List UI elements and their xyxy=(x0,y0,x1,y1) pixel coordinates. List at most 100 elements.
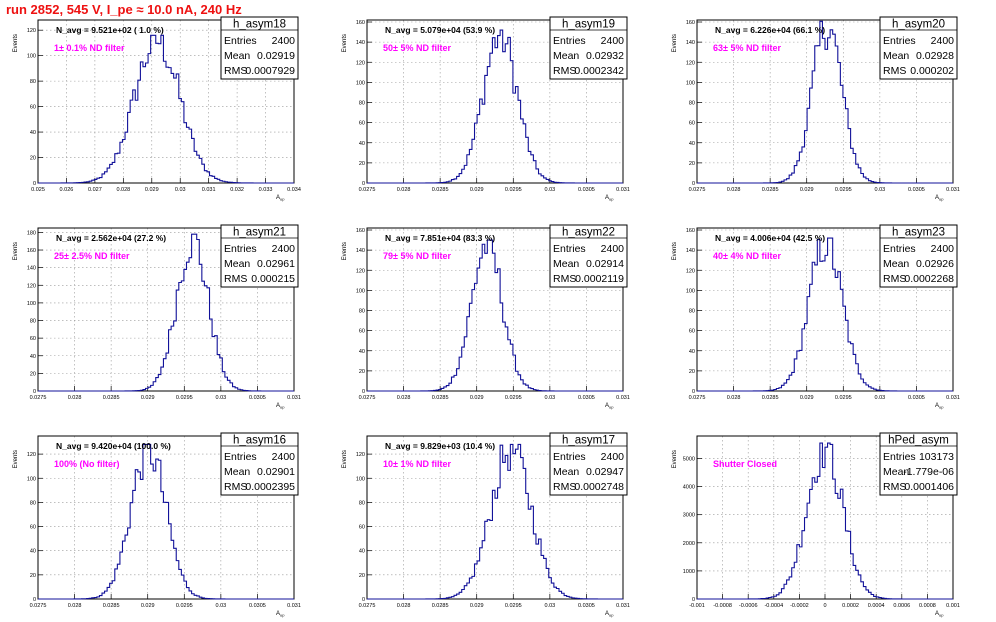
stats-key: RMS xyxy=(224,481,247,493)
stats-title: h_asym18 xyxy=(233,19,286,31)
x-tick-label: 0.029 xyxy=(470,603,484,609)
y-tick-label: 140 xyxy=(27,266,36,272)
y-tick-label: 140 xyxy=(356,248,365,254)
x-tick-label: 0.0006 xyxy=(893,603,910,609)
y-tick-label: 120 xyxy=(27,452,36,458)
y-tick-label: 0 xyxy=(362,389,365,395)
stats-value: 0.0007929 xyxy=(245,65,295,77)
navg-label: N_avg = 2.562e+04 (27.2 %) xyxy=(56,233,166,243)
y-tick-label: 40 xyxy=(30,354,36,360)
x-axis-label: Aup xyxy=(935,195,944,202)
x-tick-label: 0.029 xyxy=(470,187,484,193)
filter-label: 50± 5% ND filter xyxy=(383,43,451,53)
x-tick-label: 0.0305 xyxy=(578,603,595,609)
histogram-panel-h_asym19: 0.0275 0.028 0.0285 0.029 0.0295 0.03 0.0305 0.… xyxy=(342,16,630,202)
stats-value: 0.02914 xyxy=(586,258,624,270)
y-tick-label: 120 xyxy=(686,60,695,66)
x-tick-label: 0.0305 xyxy=(908,187,925,193)
y-tick-label: 60 xyxy=(359,329,365,335)
stats-key: RMS xyxy=(224,273,247,285)
x-tick-label: 0 xyxy=(823,603,826,609)
y-tick-label: 80 xyxy=(689,309,695,315)
stats-value: 0.02919 xyxy=(257,50,295,62)
histogram-series xyxy=(367,239,623,392)
y-tick-label: 100 xyxy=(27,476,36,482)
y-tick-label: 120 xyxy=(356,452,365,458)
stats-value: 2400 xyxy=(931,35,955,47)
stats-key: RMS xyxy=(883,481,906,493)
filter-label: 100% (No filter) xyxy=(54,459,120,469)
stats-box xyxy=(549,224,628,288)
y-tick-label: 100 xyxy=(356,80,365,86)
stats-key: Mean xyxy=(883,50,909,62)
y-tick-label: 20 xyxy=(689,369,695,375)
x-tick-label: 0.028 xyxy=(68,395,82,401)
y-axis-label: Events xyxy=(672,34,678,52)
y-tick-label: 120 xyxy=(27,283,36,289)
stats-value: 0.0002395 xyxy=(245,481,295,493)
x-tick-label: 0.0295 xyxy=(176,395,193,401)
x-tick-label: 0.0275 xyxy=(30,395,47,401)
stats-value: 2400 xyxy=(272,451,296,463)
y-tick-label: 20 xyxy=(689,161,695,167)
x-tick-label: 0.0285 xyxy=(432,395,449,401)
y-tick-label: 40 xyxy=(359,141,365,147)
stats-title: hPed_asym xyxy=(888,435,949,447)
y-tick-label: 160 xyxy=(686,20,695,26)
stats-box xyxy=(879,224,958,288)
y-tick-label: 40 xyxy=(30,549,36,555)
x-tick-label: 0.029 xyxy=(470,395,484,401)
y-tick-label: 0 xyxy=(33,181,36,187)
y-tick-label: 40 xyxy=(359,549,365,555)
x-tick-label: 0.028 xyxy=(397,395,411,401)
histogram-panel-h_asym16: 0.0275 0.028 0.0285 0.029 0.0295 0.03 0.0305 0.… xyxy=(13,432,301,618)
x-tick-label: 0.025 xyxy=(31,187,45,193)
x-tick-label: 0.0295 xyxy=(176,603,193,609)
x-tick-label: 0.0002 xyxy=(842,603,859,609)
plot-frame xyxy=(696,435,954,600)
stats-key: Mean xyxy=(553,258,579,270)
x-tick-label: 0.029 xyxy=(141,603,155,609)
stats-value: 0.0002268 xyxy=(904,273,954,285)
plot-frame xyxy=(366,19,624,184)
stats-title: h_asym22 xyxy=(562,227,615,239)
y-axis-label: Events xyxy=(672,242,678,260)
histogram-series xyxy=(38,443,294,600)
x-tick-label: 0.034 xyxy=(287,187,301,193)
x-axis-label: Aup xyxy=(605,403,614,410)
y-axis-label: Events xyxy=(342,450,348,468)
y-axis-label: Events xyxy=(13,450,19,468)
navg-label: N_avg = 6.226e+04 (66.1 %) xyxy=(715,25,825,35)
y-tick-label: 0 xyxy=(33,389,36,395)
x-tick-label: 0.029 xyxy=(800,187,814,193)
x-tick-label: 0.026 xyxy=(60,187,74,193)
histogram-panel-h_asym22: 0.0275 0.028 0.0285 0.029 0.0295 0.03 0.0305 0.… xyxy=(342,224,630,410)
x-tick-label: 0.03 xyxy=(874,187,885,193)
stats-key: Entries xyxy=(883,451,916,463)
y-tick-label: 60 xyxy=(689,121,695,127)
histogram-panel-hPed_asym: -0.001 -0.0008 -0.0006 -0.0004 -0.0002 0 0.000… xyxy=(672,432,960,618)
x-tick-label: -0.0008 xyxy=(713,603,732,609)
plot-frame xyxy=(37,19,295,184)
x-tick-label: 0.0285 xyxy=(762,395,779,401)
y-tick-label: 60 xyxy=(359,525,365,531)
y-axis-label: Events xyxy=(672,450,678,468)
y-tick-label: 100 xyxy=(686,80,695,86)
y-axis-label: Events xyxy=(342,34,348,52)
histogram-series xyxy=(367,29,623,184)
navg-label: N_avg = 7.851e+04 (83.3 %) xyxy=(385,233,495,243)
stats-key: RMS xyxy=(553,481,576,493)
x-tick-label: 0.0275 xyxy=(359,187,376,193)
y-axis-label: Events xyxy=(13,242,19,260)
y-tick-label: 80 xyxy=(689,101,695,107)
y-tick-label: 60 xyxy=(30,336,36,342)
stats-title: h_asym20 xyxy=(892,19,945,31)
stats-key: Mean xyxy=(883,258,909,270)
x-axis-label: Aup xyxy=(935,611,944,618)
stats-box xyxy=(879,16,958,80)
x-axis-label: Aup xyxy=(276,403,285,410)
x-tick-label: 0.029 xyxy=(141,395,155,401)
navg-label: N_avg = 9.829e+03 (10.4 %) xyxy=(385,441,495,451)
x-axis-label: Aup xyxy=(605,611,614,618)
y-tick-label: 160 xyxy=(686,228,695,234)
